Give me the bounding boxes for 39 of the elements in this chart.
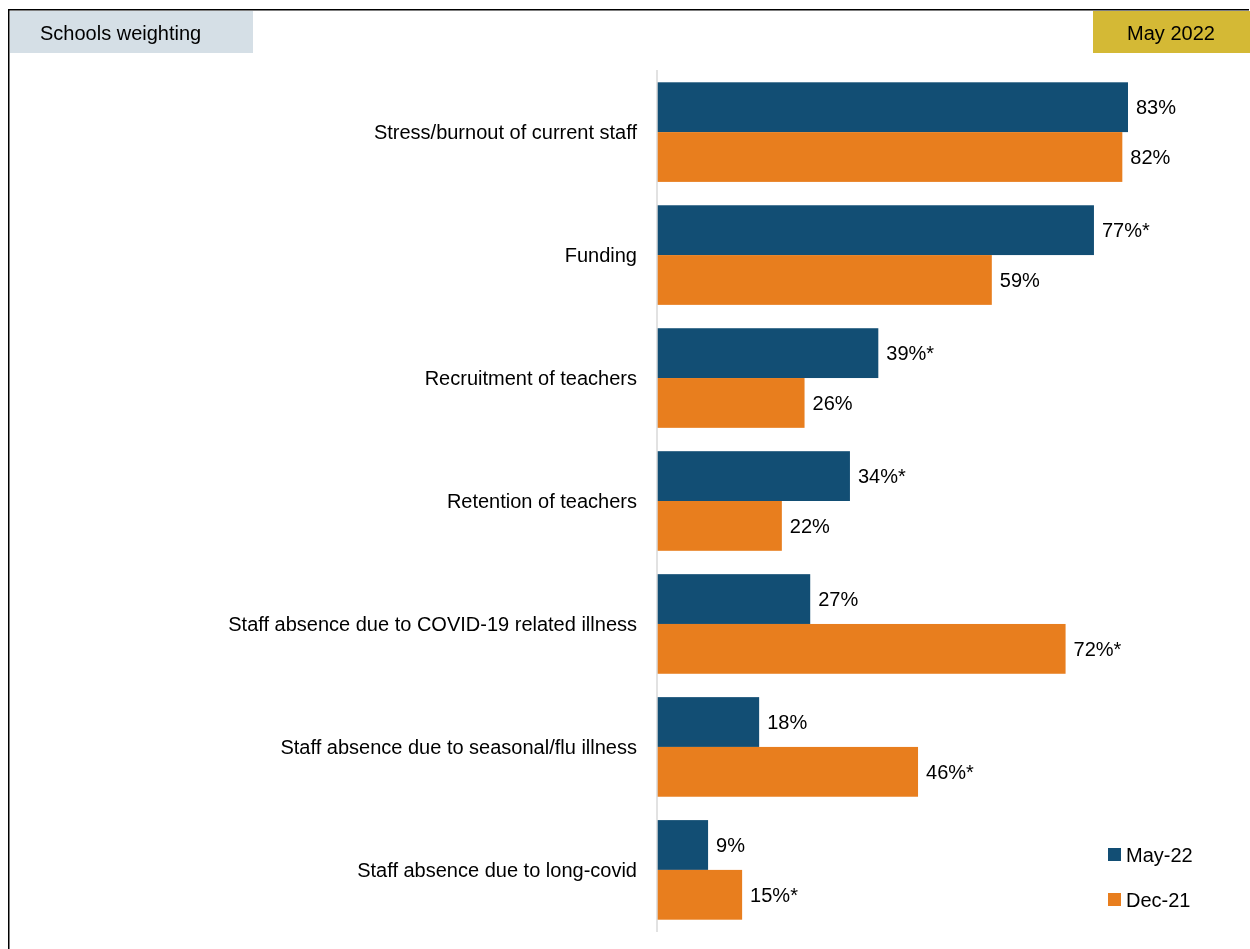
- bar: [657, 378, 805, 428]
- data-label: 22%: [789, 514, 831, 537]
- data-label: 9%: [716, 834, 746, 856]
- data-label: 77%*: [1101, 219, 1150, 242]
- data-label: 34%*: [857, 465, 906, 488]
- legend-label: May-22: [1126, 844, 1193, 866]
- text: May 2022: [1127, 22, 1215, 44]
- data-label: 15%*: [750, 883, 799, 906]
- data-label: 82%: [1130, 146, 1171, 168]
- bar: [657, 574, 811, 624]
- bar: [657, 255, 992, 305]
- data-label: 72%*: [1073, 637, 1122, 660]
- y-tick-label: Staff absence due to long-covid: [357, 858, 637, 881]
- data-label: 18%: [767, 711, 808, 734]
- data-label: 46%*: [926, 760, 975, 783]
- bar: [657, 82, 1128, 133]
- bar: [657, 328, 879, 379]
- legend-label: Dec-21: [1126, 889, 1191, 911]
- y-tick-label: Staff absence due to COVID-19 related illness: [228, 612, 637, 635]
- bar: [657, 820, 709, 870]
- data-label: 27%: [818, 588, 859, 611]
- bar: [657, 451, 850, 501]
- y-tick-label: Funding: [564, 244, 637, 267]
- bar: [657, 746, 919, 797]
- y-tick-label: Retention of teachers: [446, 490, 637, 512]
- data-label: 59%: [999, 268, 1041, 291]
- y-tick-label: Recruitment of teachers: [424, 367, 637, 390]
- y-tick-label: Stress/burnout of current staff: [373, 121, 638, 144]
- data-label: 26%: [812, 391, 853, 414]
- bar: [657, 501, 782, 551]
- data-label: 83%: [1136, 96, 1177, 119]
- data-label: 39%*: [886, 342, 935, 365]
- bar: [657, 623, 1066, 674]
- y-tick-label: Staff absence due to seasonal/flu illness: [280, 735, 637, 758]
- bar: [657, 132, 1123, 182]
- bar: [657, 869, 743, 920]
- text: Schools weighting: [40, 22, 202, 44]
- bar: [657, 205, 1094, 256]
- bar: [657, 697, 760, 747]
